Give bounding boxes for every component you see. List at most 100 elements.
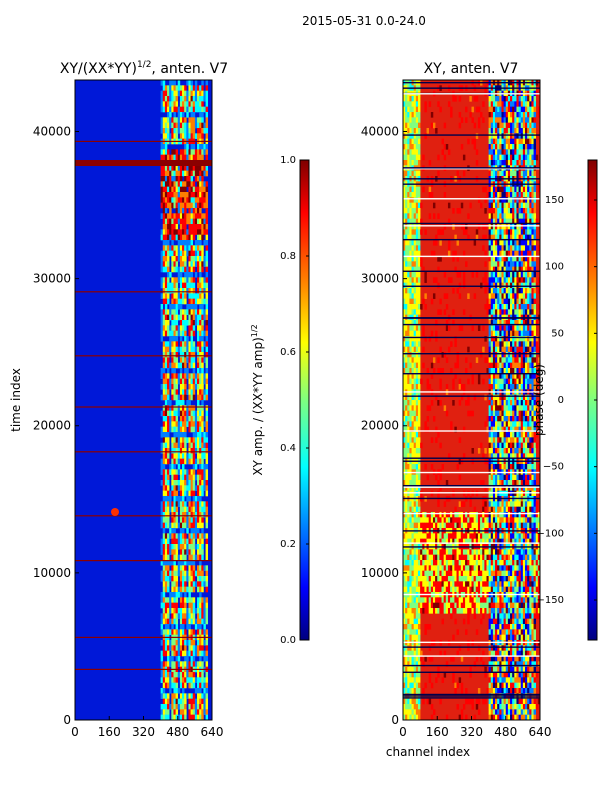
heatmap-cell — [206, 389, 208, 395]
heatmap-cell — [184, 480, 186, 486]
heatmap-cell — [412, 437, 414, 443]
heatmap-cell — [491, 171, 493, 177]
heatmap-cell — [472, 448, 474, 454]
heatmap-cell — [519, 283, 521, 289]
heatmap-cell — [414, 107, 416, 113]
heatmap-cell — [495, 448, 497, 454]
heatmap-cell — [495, 304, 497, 310]
heatmap-cell — [489, 464, 491, 470]
heatmap-cell — [169, 416, 171, 422]
heatmap-cell — [519, 192, 521, 198]
heatmap-cell — [495, 421, 497, 427]
heatmap-cell — [193, 597, 195, 603]
heatmap-cell — [495, 117, 497, 123]
heatmap-cell — [525, 432, 527, 438]
heatmap-cell — [182, 277, 184, 283]
heatmap-cell — [525, 443, 527, 449]
heatmap-cell — [504, 240, 506, 246]
heatmap-cell — [186, 576, 188, 582]
flagged-row — [75, 355, 212, 356]
heatmap-cell — [182, 624, 184, 630]
heatmap-cell — [510, 96, 512, 102]
heatmap-cell — [531, 240, 533, 246]
heatmap-cell — [167, 496, 169, 502]
heatmap-cell — [173, 475, 175, 481]
heatmap-cell — [163, 411, 165, 417]
heatmap-cell — [195, 512, 197, 518]
heatmap-cell — [191, 437, 193, 443]
heatmap-cell — [206, 651, 208, 657]
heatmap-cell — [465, 261, 467, 267]
heatmap-cell — [489, 341, 491, 347]
heatmap-cell — [178, 496, 180, 502]
heatmap-cell — [497, 443, 499, 449]
heatmap-cell — [521, 187, 523, 193]
heatmap-cell — [186, 352, 188, 358]
heatmap-cell — [163, 91, 165, 97]
heatmap-cell — [199, 672, 201, 678]
heatmap-cell — [501, 288, 503, 294]
heatmap-cell — [206, 581, 208, 587]
heatmap-cell — [180, 107, 182, 113]
heatmap-cell — [506, 341, 508, 347]
heatmap-cell — [516, 347, 518, 353]
heatmap-cell — [414, 368, 416, 374]
heatmap-cell — [495, 229, 497, 235]
heatmap-cell — [173, 235, 175, 241]
heatmap-cell — [534, 299, 536, 305]
heatmap-cell — [195, 464, 197, 470]
heatmap-cell — [180, 496, 182, 502]
heatmap-cell — [203, 181, 205, 187]
heatmap-cell — [186, 283, 188, 289]
heatmap-cell — [176, 571, 178, 577]
heatmap-cell — [199, 283, 201, 289]
heatmap-cell — [169, 235, 171, 241]
heatmap-cell — [195, 96, 197, 102]
heatmap-cell — [201, 213, 203, 219]
heatmap-cell — [167, 331, 169, 337]
heatmap-cell — [178, 219, 180, 225]
heatmap-cell — [163, 592, 165, 598]
heatmap-cell — [525, 229, 527, 235]
heatmap-cell — [201, 544, 203, 550]
heatmap-cell — [519, 101, 521, 107]
heatmap-cell — [180, 549, 182, 555]
heatmap-cell — [169, 309, 171, 315]
heatmap-cell — [199, 107, 201, 113]
heatmap-cell — [186, 619, 188, 625]
heatmap-cell — [467, 379, 469, 385]
heatmap-cell — [165, 619, 167, 625]
heatmap-cell — [534, 261, 536, 267]
heatmap-cell — [173, 640, 175, 646]
heatmap-cell — [529, 475, 531, 481]
heatmap-cell — [178, 256, 180, 262]
heatmap-cell — [195, 528, 197, 534]
heatmap-cell — [512, 437, 514, 443]
heatmap-cell — [514, 437, 516, 443]
heatmap-cell — [191, 379, 193, 385]
heatmap-cell — [169, 608, 171, 614]
heatmap-cell — [414, 299, 416, 305]
heatmap-cell — [199, 475, 201, 481]
heatmap-cell — [197, 427, 199, 433]
heatmap-cell — [171, 187, 173, 193]
heatmap-cell — [486, 283, 488, 289]
heatmap-cell — [206, 224, 208, 230]
heatmap-cell — [206, 320, 208, 326]
heatmap-cell — [521, 437, 523, 443]
heatmap-cell — [407, 304, 409, 310]
heatmap-cell — [418, 341, 420, 347]
heatmap-cell — [161, 411, 163, 417]
heatmap-cell — [506, 299, 508, 305]
heatmap-cell — [527, 480, 529, 486]
colorbar-tick-label: 0.0 — [280, 635, 296, 646]
heatmap-cell — [201, 571, 203, 577]
heatmap-cell — [534, 309, 536, 315]
heatmap-cell — [412, 224, 414, 230]
heatmap-cell — [173, 571, 175, 577]
heatmap-cell — [501, 277, 503, 283]
heatmap-cell — [195, 677, 197, 683]
heatmap-cell — [199, 203, 201, 209]
heatmap-cell — [206, 133, 208, 139]
heatmap-cell — [182, 123, 184, 129]
